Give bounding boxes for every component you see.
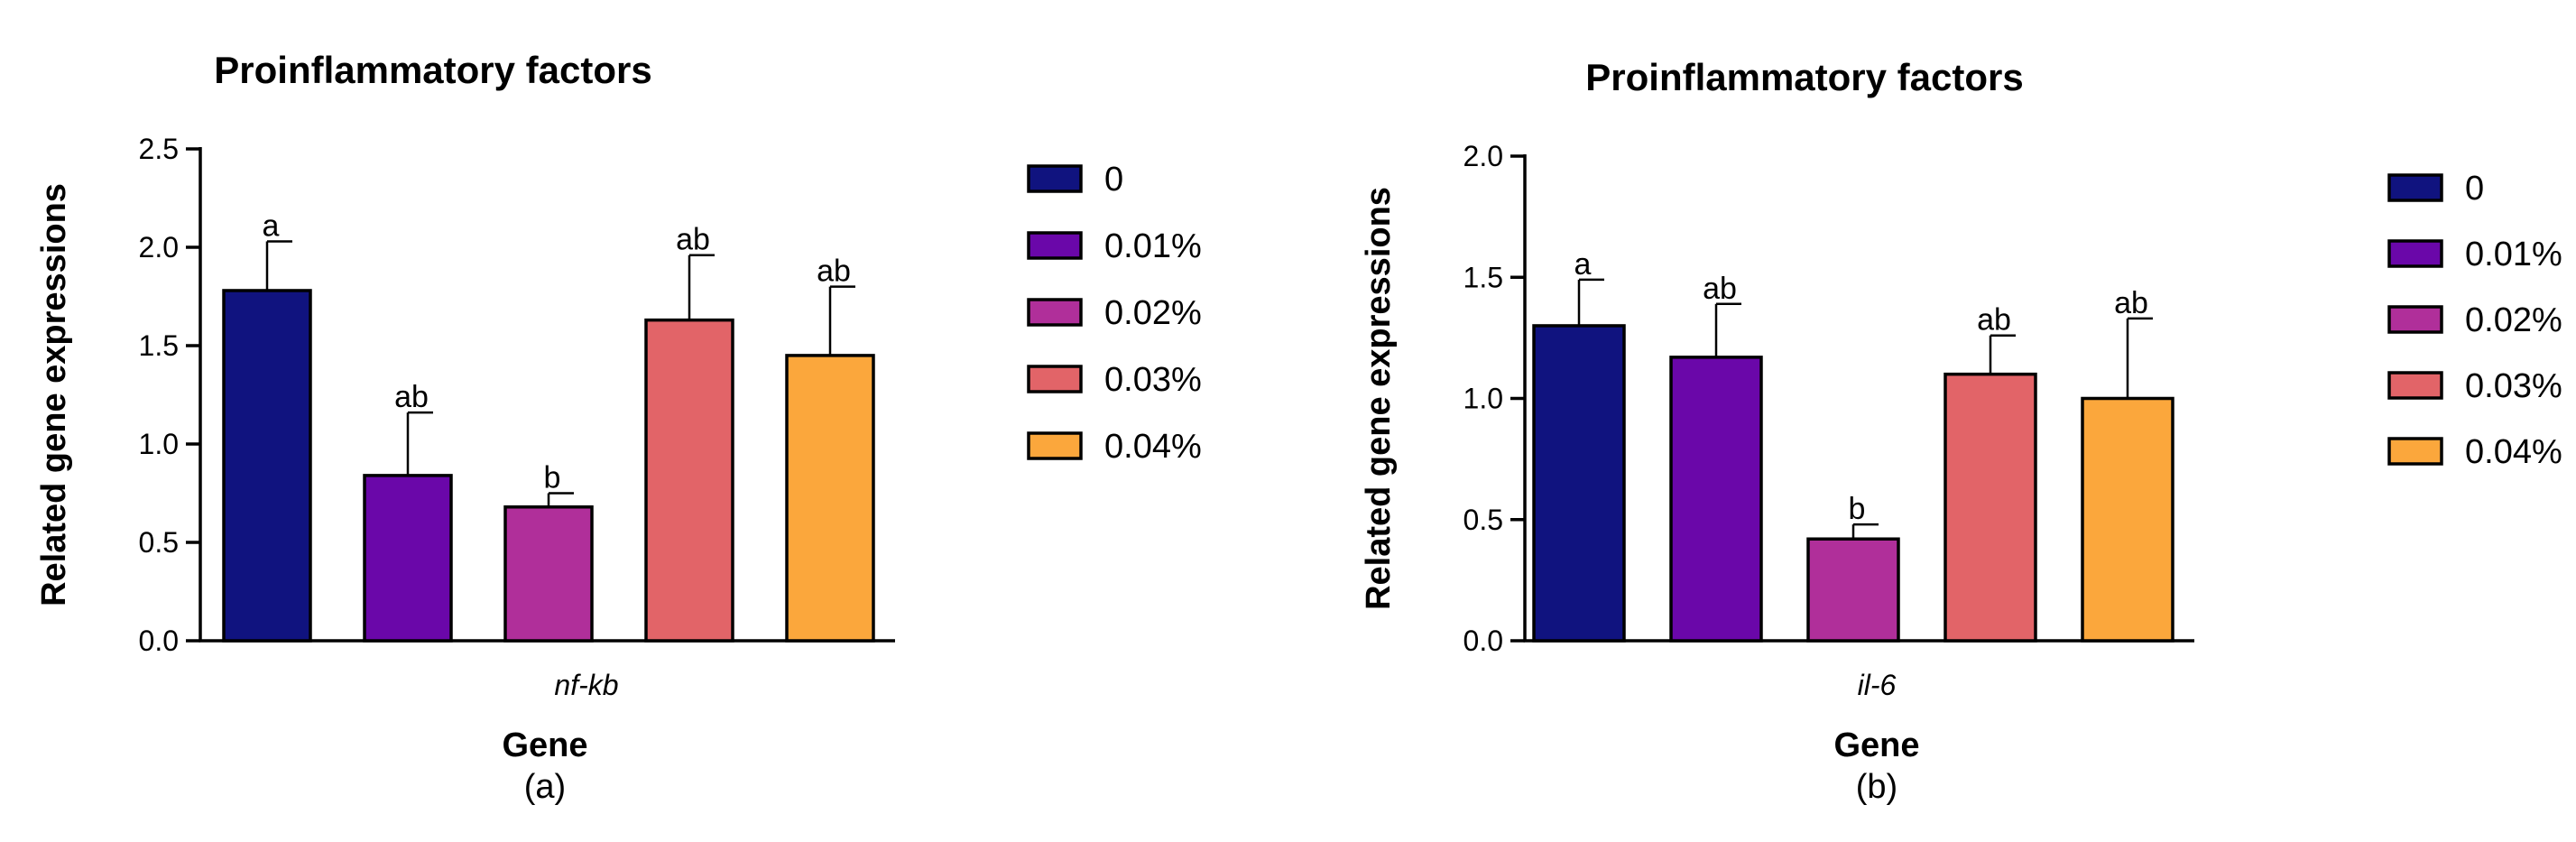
legend-swatch: [1027, 298, 1083, 327]
y-tick-label: 1.0: [139, 428, 179, 460]
y-tick-label: 1.5: [1463, 261, 1503, 293]
chart-panel-a: Proinflammatory factors Related gene expr…: [35, 49, 1202, 806]
legend-swatch: [2387, 305, 2443, 334]
bar-0: [1532, 324, 1626, 643]
significance-label: ab: [2114, 286, 2148, 320]
legend-entry: 0.03%: [1104, 361, 1202, 399]
significance-label: b: [1849, 492, 1866, 526]
significance-label: a: [1574, 247, 1592, 282]
legend-swatch: [2387, 437, 2443, 466]
y-tick-label: 0.5: [139, 526, 179, 559]
legend-entry: 0.01%: [1104, 227, 1202, 265]
significance-label: ab: [676, 223, 710, 257]
legend-entry: 0: [1104, 161, 1123, 199]
panel-label: (a): [524, 768, 566, 806]
significance-label: ab: [394, 380, 429, 414]
y-tick-label: 1.0: [1463, 383, 1503, 415]
category-label: nf-kb: [554, 669, 618, 701]
significance-label: a: [263, 208, 280, 243]
category-label: il-6: [1858, 669, 1897, 701]
chart-title: Proinflammatory factors: [1585, 56, 2023, 98]
y-axis-label: Related gene expressions: [1360, 187, 1398, 610]
legend-swatch: [2387, 371, 2443, 400]
y-tick-label: 2.0: [1463, 140, 1503, 172]
significance-label: b: [544, 461, 561, 495]
legend-swatch: [1027, 164, 1083, 193]
legend-entry: 0: [2465, 170, 2484, 208]
x-axis-label: Gene: [1833, 726, 1919, 764]
bar-2: [503, 505, 594, 643]
legend-entry: 0.02%: [1104, 294, 1202, 332]
significance-label: ab: [1977, 303, 2011, 338]
legend-swatch: [1027, 365, 1083, 393]
x-axis-label: Gene: [502, 726, 587, 764]
bar-1: [1669, 356, 1763, 643]
legend-entry: 0.04%: [1104, 428, 1202, 466]
y-tick-label: 0.5: [1463, 504, 1503, 536]
bar-3: [644, 318, 734, 643]
bar-4: [2081, 396, 2174, 643]
bar-2: [1806, 537, 1900, 643]
y-tick-label: 2.5: [139, 133, 179, 165]
legend-swatch: [1027, 231, 1083, 260]
bar-3: [1944, 372, 2037, 643]
bar-0: [222, 289, 312, 643]
chart-panel-b: Proinflammatory factors Related gene expr…: [1360, 56, 2562, 806]
legend-swatch: [2387, 173, 2443, 202]
legend-entry: 0.03%: [2465, 367, 2562, 405]
legend-entry: 0.01%: [2465, 236, 2562, 273]
y-tick-label: 0.0: [139, 625, 179, 657]
y-tick-label: 2.0: [139, 231, 179, 264]
panel-label: (b): [1856, 768, 1897, 806]
bar-4: [785, 354, 875, 643]
y-tick-label: 1.5: [139, 329, 179, 362]
significance-label: ab: [1703, 272, 1737, 306]
chart-title: Proinflammatory factors: [214, 49, 651, 91]
legend-entry: 0.02%: [2465, 301, 2562, 339]
legend-swatch: [1027, 431, 1083, 460]
bar-1: [363, 474, 453, 643]
y-axis-label: Related gene expressions: [35, 183, 73, 606]
legend-swatch: [2387, 239, 2443, 268]
significance-label: ab: [817, 254, 851, 289]
y-tick-label: 0.0: [1463, 625, 1503, 657]
legend-entry: 0.04%: [2465, 433, 2562, 471]
